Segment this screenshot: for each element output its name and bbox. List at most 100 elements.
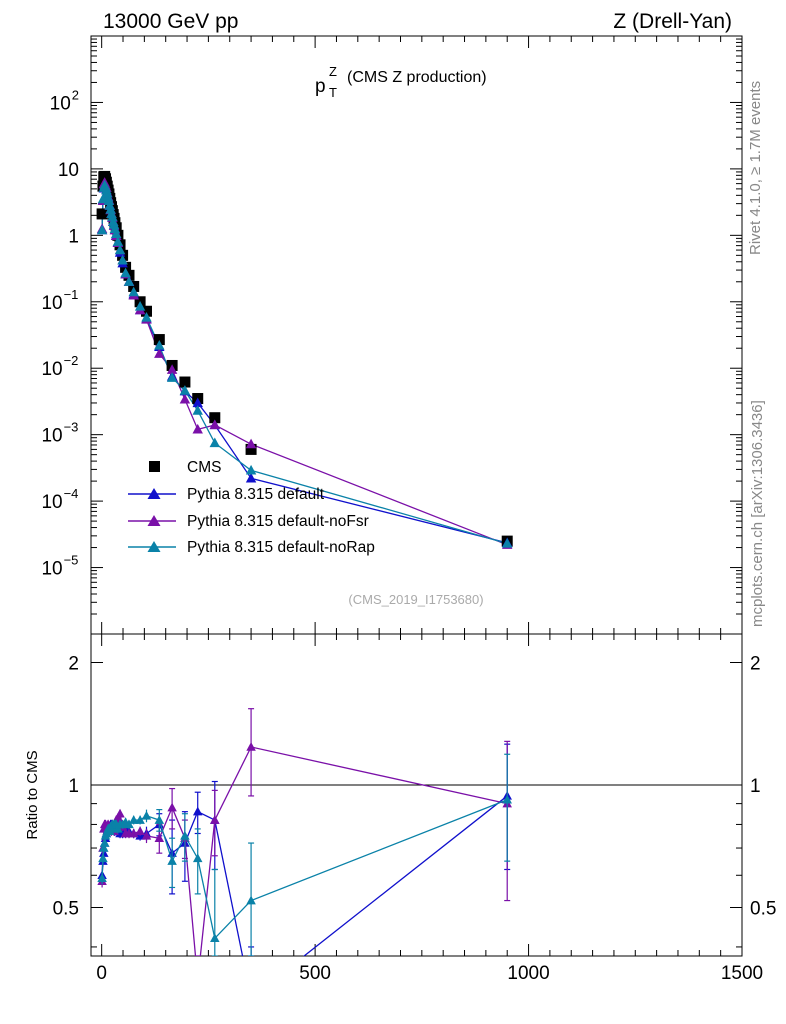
y-tick-label-base: 10: [41, 492, 62, 513]
data-point: [123, 276, 135, 286]
legend-entry-cms: CMS: [149, 459, 221, 476]
plot-title: p Z T (CMS Z production): [315, 64, 487, 100]
data-point: [209, 412, 221, 424]
data-point: [128, 280, 140, 292]
y-tick-label-base: 10: [41, 559, 62, 580]
ratio-point: [246, 895, 256, 905]
main-ticks: [91, 36, 743, 635]
ratio-line-noRap: [101, 799, 508, 940]
legend-label-default: Pythia 8.315 default: [187, 486, 325, 503]
process-label: Z (Drell-Yan): [613, 10, 732, 33]
y-tick-label: 10 −4: [41, 486, 78, 513]
y-tick-label-base: 10: [50, 93, 71, 114]
data-point: [109, 223, 121, 234]
ratio-y-tick-label: 2: [68, 654, 79, 675]
ratio-y-tick-label-right: 1: [750, 776, 761, 797]
y-tick-label-base: 10: [58, 160, 79, 181]
ratio-point: [193, 976, 203, 985]
data-point: [108, 219, 120, 229]
data-point: [166, 372, 178, 382]
x-tick-label: 1000: [507, 963, 549, 984]
data-point: [117, 254, 128, 265]
data-point: [141, 311, 152, 322]
data-point: [112, 236, 124, 246]
legend-marker-cms: [149, 461, 160, 472]
data-point: [245, 472, 257, 483]
data-point: [153, 334, 165, 346]
ratio-point: [192, 853, 203, 863]
energy-label: 13000 GeV pp: [103, 10, 238, 33]
data-point: [245, 443, 257, 455]
rivet-version-label: Rivet 4.1.0, ≥ 1.7M events: [747, 81, 764, 255]
ratio-point: [115, 808, 125, 818]
data-point: [140, 305, 152, 317]
series-markers-noRap: [96, 179, 513, 548]
ratio-y-tick-label: 0.5: [53, 898, 79, 919]
data-point: [245, 464, 257, 475]
y-tick-label-exponent: −2: [64, 353, 79, 368]
ratio-tick-labels: 0.5 0.5 1 1 2 2 0 500 1000 1500: [53, 654, 777, 984]
ratio-point: [210, 933, 220, 943]
data-point: [96, 208, 108, 220]
legend-label-cms: CMS: [187, 459, 221, 476]
ratio-point: [192, 806, 203, 816]
analysis-tag: (CMS_2019_I1753680): [348, 592, 483, 607]
data-point: [96, 224, 108, 235]
legend-entry-norap: Pythia 8.315 default-noRap: [128, 539, 375, 556]
data-point: [128, 286, 139, 297]
legend-marker-nofsr: [147, 515, 161, 526]
ratio-ticks: [91, 634, 743, 956]
data-point: [245, 438, 257, 449]
data-point: [179, 393, 191, 404]
y-tick-label: 10 −5: [41, 553, 78, 580]
ratio-point: [246, 741, 256, 751]
data-point: [114, 244, 126, 255]
ratio-series-noRap: [97, 753, 512, 956]
ratio-line-noFsr: [101, 746, 508, 956]
data-point: [101, 187, 113, 198]
data-point: [179, 385, 191, 395]
y-tick-label: 10 −3: [41, 420, 78, 447]
data-point: [134, 300, 146, 311]
mcplots-label: mcplots.cern.ch [arXiv:1306.3436]: [749, 400, 766, 627]
ratio-point: [128, 828, 139, 838]
data-point: [192, 397, 203, 408]
legend-entry-nofsr: Pythia 8.315 default-noFsr: [128, 513, 369, 530]
ratio-y-tick-label: 1: [68, 776, 79, 797]
ratio-series: [97, 708, 512, 1002]
data-point: [179, 376, 191, 388]
legend-entry-default: Pythia 8.315 default: [128, 486, 325, 503]
ratio-point: [141, 810, 152, 820]
ratio-point: [128, 815, 139, 824]
x-tick-label: 1500: [721, 963, 763, 984]
ratio-point: [141, 830, 152, 840]
ratio-point: [180, 830, 190, 840]
legend-label-norap: Pythia 8.315 default-noRap: [187, 539, 375, 556]
ratio-series-noFsr: [97, 708, 512, 985]
legend-label-nofsr: Pythia 8.315 default-noFsr: [187, 513, 369, 530]
ratio-point: [99, 843, 109, 852]
ratio-point: [167, 856, 177, 865]
ratio-point: [99, 838, 110, 847]
data-point: [192, 405, 203, 415]
title-rest: (CMS Z production): [347, 69, 487, 86]
data-point: [110, 228, 122, 239]
y-tick-label-base: 10: [41, 426, 62, 447]
y-tick-label-exponent: −4: [64, 486, 79, 501]
ratio-point: [154, 833, 165, 842]
title-sub: T: [329, 85, 337, 100]
x-tick-label: 0: [96, 963, 107, 984]
ratio-point: [135, 826, 145, 835]
ratio-y-axis-label: Ratio to CMS: [24, 750, 41, 839]
y-tick-label-base: 10: [41, 293, 62, 314]
y-tick-label-exponent: 2: [72, 87, 79, 102]
y-tick-label: 10 −2: [41, 353, 78, 380]
ratio-point: [246, 993, 256, 1002]
ratio-point: [154, 815, 165, 824]
data-point: [107, 211, 118, 221]
legend-marker-norap: [147, 541, 161, 552]
data-point: [209, 419, 221, 430]
y-tick-label: 10 2: [50, 87, 79, 114]
data-point: [105, 203, 116, 214]
